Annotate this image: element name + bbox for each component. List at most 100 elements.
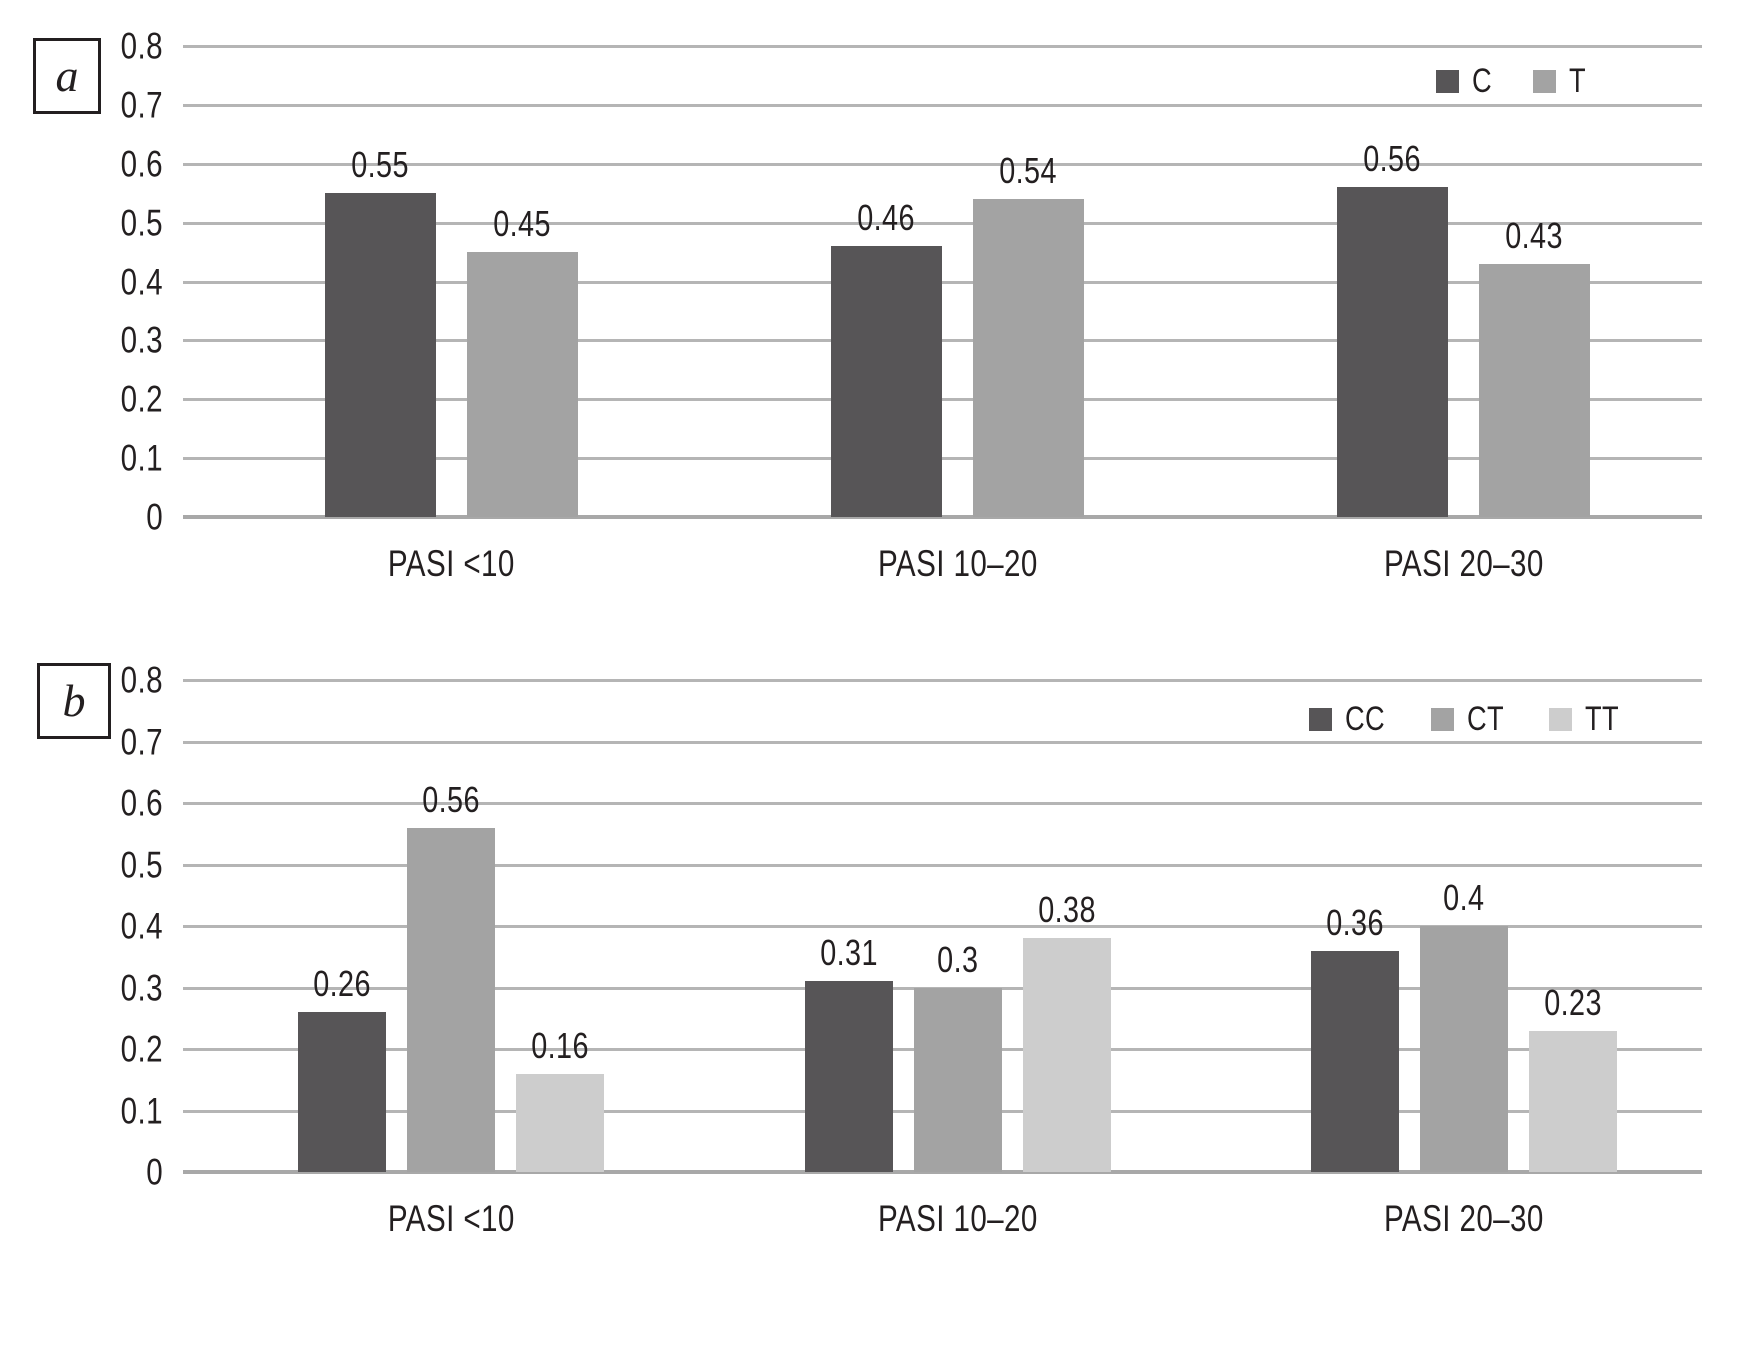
y-tick-label-0.8: 0.8 — [88, 662, 163, 699]
legend-label-text: C — [1471, 62, 1492, 100]
y-tick-text: 0.7 — [120, 84, 163, 126]
bar-value-label-T-group2: 0.54 — [933, 153, 1124, 189]
bar-T-group1 — [467, 252, 578, 517]
x-category-text: PASI 20–30 — [1384, 543, 1544, 584]
y-tick-label-0.2: 0.2 — [88, 381, 163, 418]
panel-label-box-b: b — [37, 663, 111, 739]
bar-TT-group1 — [516, 1074, 604, 1172]
legend-label-TT: TT — [1585, 702, 1628, 736]
x-category-label-2: PASI 10–20 — [778, 1200, 1138, 1237]
gridline-0.5 — [183, 222, 1702, 225]
bar-value-text: 0.38 — [1038, 889, 1096, 930]
bar-CT-group2 — [914, 988, 1002, 1172]
x-category-label-1: PASI <10 — [271, 545, 631, 582]
bar-value-label-C-group3: 0.56 — [1297, 141, 1488, 177]
legend-item-TT: TT — [1549, 702, 1628, 736]
bar-value-label-TT-group3: 0.23 — [1489, 985, 1657, 1021]
bar-value-text: 0.56 — [1363, 138, 1422, 179]
bar-value-text: 0.3 — [937, 939, 979, 980]
gridline-0.4 — [183, 925, 1702, 928]
legend-label-T: T — [1569, 64, 1590, 98]
x-category-label-1: PASI <10 — [271, 1200, 631, 1237]
bar-T-group2 — [973, 199, 1084, 517]
y-tick-text: 0.5 — [120, 844, 163, 886]
y-tick-text: 0.1 — [120, 1090, 163, 1132]
gridline-0.2 — [183, 398, 1702, 401]
bar-value-label-CC-group1: 0.26 — [258, 966, 426, 1002]
legend-swatch-CT — [1431, 707, 1455, 731]
bar-C-group3 — [1337, 187, 1448, 517]
chart-a-plot-area: 0.8 0.7 0.6 0.5 0.4 0.3 0.2 0.1 0 0.55 0.45 PASI <1… — [121, 28, 1702, 582]
y-tick-text: 0.6 — [120, 782, 163, 824]
y-tick-label-0.4: 0.4 — [88, 908, 163, 945]
x-category-label-2: PASI 10–20 — [778, 545, 1138, 582]
bar-value-text: 0.26 — [313, 963, 371, 1004]
gridline-0.5 — [183, 864, 1702, 867]
legend-label-CC: CC — [1345, 702, 1395, 736]
legend-label-text: CT — [1467, 700, 1505, 738]
x-category-label-3: PASI 20–30 — [1284, 1200, 1644, 1237]
y-tick-label-0.5: 0.5 — [88, 205, 163, 242]
y-tick-text: 0.3 — [120, 967, 163, 1009]
legend-label-text: TT — [1585, 700, 1620, 738]
bar-CT-group1 — [407, 828, 495, 1172]
bar-CC-group3 — [1311, 951, 1399, 1172]
bar-value-label-CC-group3: 0.36 — [1271, 905, 1439, 941]
bar-value-label-CT-group1: 0.56 — [367, 782, 535, 818]
legend-swatch-T — [1532, 69, 1556, 93]
legend-label-C: C — [1472, 64, 1497, 98]
chart-b-plot-area: 0.8 0.7 0.6 0.5 0.4 0.3 0.2 0.1 0 0.26 0.56 0.16 PAS… — [121, 662, 1702, 1237]
y-tick-text: 0.4 — [120, 905, 163, 947]
legend-swatch-CC — [1309, 707, 1333, 731]
y-tick-label-0.3: 0.3 — [88, 970, 163, 1007]
legend-item-T: T — [1532, 64, 1590, 98]
bar-value-label-T-group1: 0.45 — [427, 206, 618, 242]
bar-value-text: 0.45 — [493, 203, 552, 244]
y-tick-label-0.7: 0.7 — [88, 87, 163, 124]
panel-letter-a: a — [55, 50, 79, 101]
y-tick-text: 0.1 — [120, 437, 163, 479]
x-category-text: PASI <10 — [387, 543, 515, 584]
legend-item-CT: CT — [1431, 702, 1513, 736]
y-tick-text: 0 — [146, 1151, 163, 1193]
gridline-0.3 — [183, 339, 1702, 342]
bar-value-text: 0.16 — [531, 1025, 589, 1066]
gridline-0.8 — [183, 45, 1702, 48]
panel-letter-b: b — [62, 675, 86, 726]
bar-value-text: 0.46 — [857, 197, 916, 238]
bar-value-text: 0.36 — [1326, 902, 1384, 943]
legend-item-C: C — [1435, 64, 1497, 98]
bar-value-label-CT-group2: 0.3 — [874, 942, 1042, 978]
legend: CC CT TT — [1309, 702, 1628, 736]
y-tick-label-0.5: 0.5 — [88, 847, 163, 884]
gridline-0.4 — [183, 281, 1702, 284]
bar-C-group2 — [831, 246, 942, 517]
x-category-text: PASI 10–20 — [878, 1198, 1038, 1239]
legend-label-text: T — [1568, 62, 1586, 100]
y-tick-label-0.6: 0.6 — [88, 146, 163, 183]
y-tick-text: 0.2 — [120, 378, 163, 420]
bar-value-text: 0.4 — [1443, 877, 1485, 918]
bar-value-label-TT-group1: 0.16 — [476, 1028, 644, 1064]
y-tick-label-0.3: 0.3 — [88, 322, 163, 359]
y-tick-label-0: 0 — [88, 499, 163, 536]
legend-swatch-C — [1435, 69, 1459, 93]
x-axis-line — [183, 515, 1702, 519]
y-tick-text: 0.2 — [120, 1028, 163, 1070]
y-tick-text: 0.8 — [120, 25, 163, 67]
bar-value-label-CC-group2: 0.31 — [765, 935, 933, 971]
x-category-text: PASI <10 — [387, 1198, 515, 1239]
bar-value-label-T-group3: 0.43 — [1439, 218, 1630, 254]
bar-value-text: 0.54 — [999, 150, 1058, 191]
y-tick-text: 0 — [146, 496, 163, 538]
bar-value-label-C-group1: 0.55 — [285, 147, 476, 183]
bar-CC-group1 — [298, 1012, 386, 1172]
y-tick-text: 0.8 — [120, 659, 163, 701]
legend-label-CT: CT — [1467, 702, 1513, 736]
y-tick-text: 0.7 — [120, 721, 163, 763]
y-tick-label-0.6: 0.6 — [88, 785, 163, 822]
y-tick-label-0.7: 0.7 — [88, 724, 163, 761]
bar-TT-group2 — [1023, 938, 1111, 1172]
